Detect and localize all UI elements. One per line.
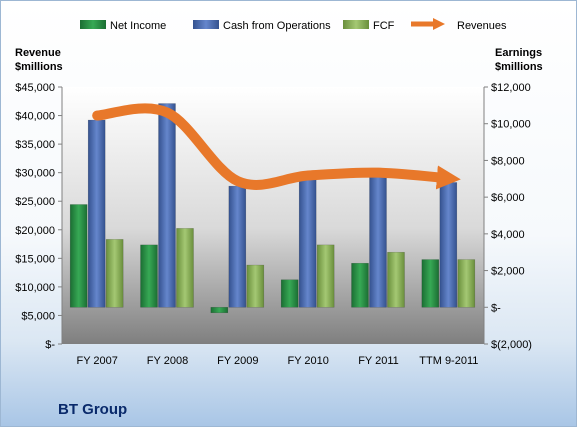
right-tick-label: $(2,000) [491, 339, 532, 351]
bar-fcf [457, 259, 476, 308]
category-label: FY 2007 [76, 355, 117, 367]
right-tick-label: $6,000 [491, 192, 525, 204]
left-tick-label: $35,000 [15, 139, 55, 151]
bar-fcf [246, 264, 265, 308]
left-tick-label: $45,000 [15, 82, 55, 94]
left-tick-label: $15,000 [15, 253, 55, 265]
bar-net-income [210, 307, 229, 314]
left-axis-title-line2: $millions [15, 61, 63, 73]
right-tick-label: $4,000 [491, 229, 525, 241]
legend-item-revenues: Revenues [411, 17, 507, 32]
bar-cash-from-operations [369, 173, 387, 308]
category-label: FY 2009 [217, 355, 258, 367]
bar-series [69, 103, 476, 314]
bar-cash-from-operations [158, 103, 176, 308]
left-tick-label: $5,000 [21, 310, 55, 322]
right-tick-label: $12,000 [491, 82, 531, 94]
legend: Net Income Cash from Operations FCF Reve… [80, 17, 507, 32]
bar-cash-from-operations [439, 182, 458, 308]
chart-title: BT Group [58, 401, 127, 418]
bar-net-income [69, 204, 88, 308]
legend-item-net-income: Net Income [80, 20, 166, 32]
bar-fcf [316, 244, 335, 308]
category-label: TTM 9-2011 [419, 355, 478, 367]
legend-swatch-cash-from-operations [193, 20, 219, 29]
left-axis-title-line1: Revenue [15, 47, 61, 59]
bar-cash-from-operations [298, 173, 317, 308]
bar-cash-from-operations [87, 119, 106, 308]
legend-item-fcf: FCF [343, 20, 395, 32]
left-axis-ticks: $- $5,000 $10,000 $15,000 $20,000 $25,000 $30,… [15, 82, 63, 351]
category-label: FY 2008 [147, 355, 188, 367]
bar-fcf [105, 239, 124, 308]
left-tick-label: $30,000 [15, 168, 55, 180]
right-tick-label: $2,000 [491, 266, 525, 278]
right-axis-title-line2: $millions [495, 61, 543, 73]
legend-label-cash-from-operations: Cash from Operations [223, 20, 331, 32]
legend-swatch-fcf [343, 20, 369, 29]
category-label: FY 2011 [358, 355, 399, 367]
right-tick-label: $10,000 [491, 119, 531, 131]
legend-label-fcf: FCF [373, 20, 395, 32]
bar-fcf [387, 251, 405, 308]
bar-cash-from-operations [228, 185, 247, 308]
legend-swatch-net-income [80, 20, 106, 29]
right-tick-label: $8,000 [491, 155, 525, 167]
left-tick-label: $40,000 [15, 111, 55, 123]
bar-net-income [351, 262, 369, 308]
revenue-line [92, 103, 461, 190]
revenue-line-series [92, 103, 461, 190]
left-tick-label: $10,000 [15, 282, 55, 294]
bar-net-income [140, 244, 158, 308]
category-label: FY 2010 [287, 355, 328, 367]
legend-label-revenues: Revenues [457, 20, 507, 32]
bar-fcf [176, 228, 194, 308]
bar-net-income [280, 279, 299, 308]
plot-area [62, 87, 484, 344]
right-axis-title-line1: Earnings [495, 47, 542, 59]
legend-item-cash-from-operations: Cash from Operations [193, 20, 331, 32]
left-tick-label: $25,000 [15, 196, 55, 208]
left-tick-label: $- [45, 339, 55, 351]
right-tick-label: $- [491, 302, 501, 314]
legend-label-net-income: Net Income [110, 20, 166, 32]
bar-net-income [421, 259, 440, 308]
right-axis-ticks: $(2,000) $- $2,000 $4,000 $6,000 $8,000 $10,00… [483, 82, 532, 351]
left-tick-label: $20,000 [15, 225, 55, 237]
category-labels: FY 2007 FY 2008 FY 2009 FY 2010 FY 2011 TTM 9… [76, 355, 478, 367]
